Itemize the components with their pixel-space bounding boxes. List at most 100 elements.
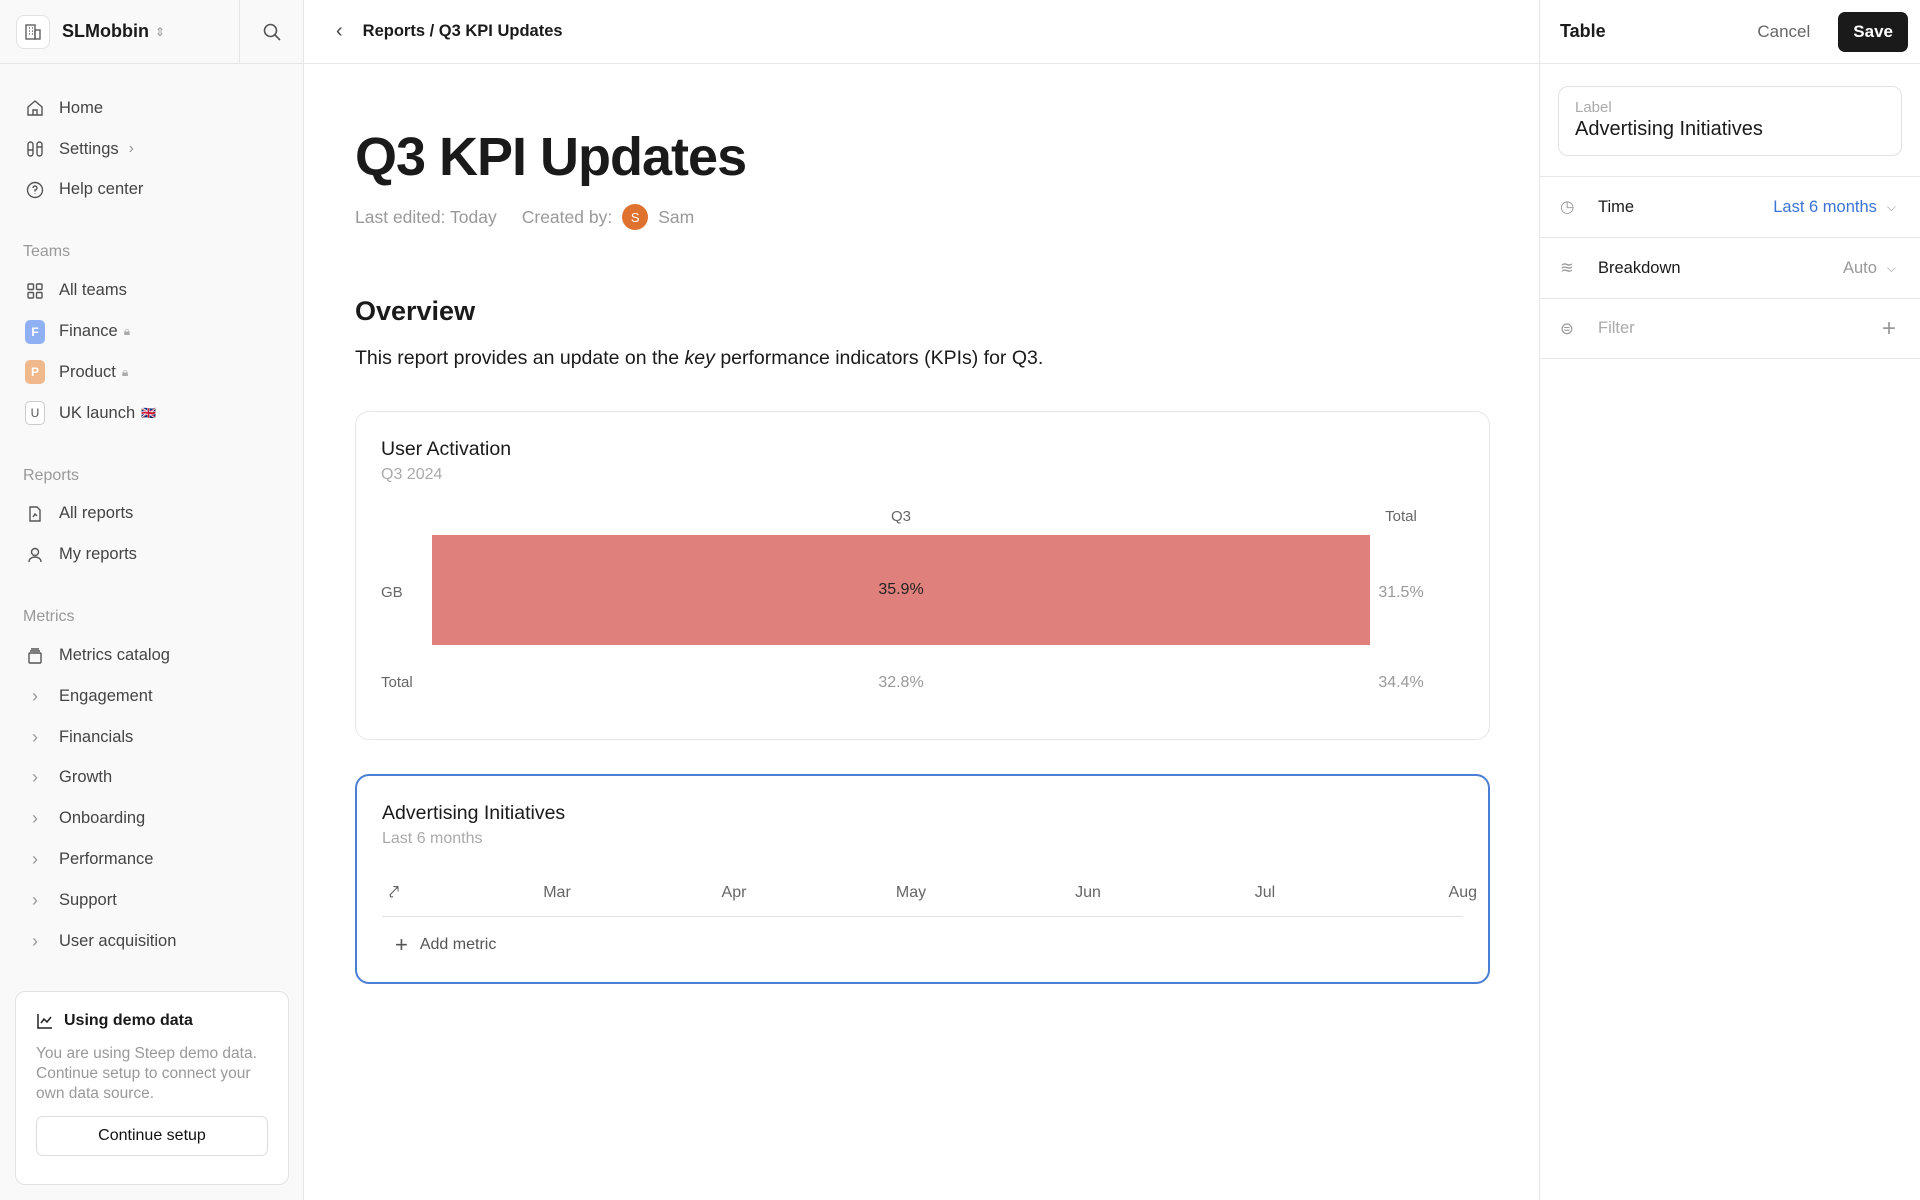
chevron-down-icon: ⌵ xyxy=(1886,199,1896,214)
cell-total-total: 34.4% xyxy=(1378,674,1424,691)
section-heading: Overview xyxy=(355,296,476,326)
chevron-right-icon: › xyxy=(128,140,134,158)
sidebar-item-metric-group[interactable]: › Onboarding xyxy=(0,798,303,839)
breakdown-row[interactable]: ≋ Breakdown Auto ⌵ xyxy=(1540,237,1920,298)
month-column-header: Jun xyxy=(1075,884,1101,901)
cancel-button[interactable]: Cancel xyxy=(1757,21,1811,41)
sidebar-item-settings[interactable]: Settings › xyxy=(0,129,303,170)
month-column-header: Aug xyxy=(1448,884,1477,901)
month-column-header: Mar xyxy=(543,884,571,901)
sidebar-item-metric-group[interactable]: › Financials xyxy=(0,717,303,758)
demo-title: Using demo data xyxy=(64,1012,193,1029)
sidebar-item-product[interactable]: P Product 🔒︎ xyxy=(0,352,303,393)
building-icon xyxy=(16,14,50,49)
avatar: S xyxy=(622,204,649,230)
month-column-header: Jul xyxy=(1254,884,1276,901)
chevron-right-icon: › xyxy=(32,685,38,706)
sidebar-item-label: Home xyxy=(59,98,104,117)
sidebar-item-label: Help center xyxy=(59,180,144,199)
add-filter-icon[interactable]: + xyxy=(1881,314,1896,342)
page-title[interactable]: Q3 KPI Updates xyxy=(355,127,747,187)
sidebar-item-help-center[interactable]: Help center xyxy=(0,170,303,211)
panel-title: Table xyxy=(1560,21,1606,41)
sidebar-item-metric-group[interactable]: › User acquisition xyxy=(0,921,303,962)
sidebar-item-label: Financials xyxy=(59,727,134,746)
sidebar-item-finance[interactable]: F Finance 🔒︎ xyxy=(0,311,303,352)
sidebar-item-label: Support xyxy=(59,890,117,909)
grid-icon xyxy=(25,281,45,301)
teams-heading: Teams xyxy=(23,243,71,261)
report-content: Q3 KPI Updates Last edited: Today Create… xyxy=(355,64,1490,984)
label-field[interactable]: Label Advertising Initiatives xyxy=(1558,86,1902,156)
sidebar-item-all-reports[interactable]: All reports xyxy=(0,494,303,535)
month-column-header: Apr xyxy=(721,884,747,901)
card-subtitle: Last 6 months xyxy=(382,830,483,847)
lock-icon: 🔒︎ xyxy=(123,324,131,339)
sidebar-item-label: My reports xyxy=(59,545,137,564)
chevron-right-icon: › xyxy=(32,808,38,829)
cell-gb-q3[interactable]: 35.9% xyxy=(432,535,1370,645)
uk-flag-icon: 🇬🇧 xyxy=(141,406,157,421)
label-field-value[interactable]: Advertising Initiatives xyxy=(1575,118,1763,140)
sidebar-item-metric-group[interactable]: › Performance xyxy=(0,839,303,880)
sidebar-item-metric-group[interactable]: › Support xyxy=(0,880,303,921)
sidebar-item-label: All teams xyxy=(59,281,127,300)
layers-icon: ≋ xyxy=(1560,259,1574,277)
chart-line-icon xyxy=(37,1014,52,1029)
column-header: Total xyxy=(1385,508,1417,525)
sidebar-item-home[interactable]: Home xyxy=(0,88,303,129)
month-column-header: May xyxy=(895,884,927,901)
continue-setup-button[interactable]: Continue setup xyxy=(36,1116,268,1156)
workspace-name: SLMobbin xyxy=(62,21,149,41)
workspace-switcher[interactable]: SLMobbin ⇕ xyxy=(0,0,303,64)
catalog-icon xyxy=(25,646,45,666)
row-label: GB xyxy=(381,584,403,601)
cell-value: 35.9% xyxy=(878,581,924,598)
sidebar-item-metrics-catalog[interactable]: Metrics catalog xyxy=(0,635,303,676)
sidebar-item-label: UK launch xyxy=(59,403,136,422)
search-icon xyxy=(263,23,281,41)
row-label: Total xyxy=(381,674,413,691)
created-by-label: Created by: xyxy=(521,206,613,227)
metrics-heading: Metrics xyxy=(23,608,75,626)
chevron-right-icon: › xyxy=(32,767,38,788)
home-icon xyxy=(25,98,45,118)
filter-row[interactable]: ⊜ Filter + xyxy=(1540,298,1920,359)
chevron-up-down-icon: ⇕ xyxy=(154,24,166,39)
breadcrumb: Reports / Q3 KPI Updates xyxy=(362,22,563,40)
sidebar-item-metric-group[interactable]: › Engagement xyxy=(0,676,303,717)
back-button[interactable]: ‹ xyxy=(336,20,343,42)
team-badge: U xyxy=(25,401,45,426)
help-icon xyxy=(25,180,45,200)
demo-data-notice: Using demo data You are using Steep demo… xyxy=(15,991,289,1185)
sidebar-item-label: Growth xyxy=(59,768,113,787)
swap-axes-icon[interactable]: ⤤ xyxy=(389,882,400,902)
card-title: Advertising Initiatives xyxy=(382,802,566,824)
column-header: Q3 xyxy=(890,508,911,525)
sidebar-item-all-teams[interactable]: All teams xyxy=(0,270,303,311)
breakdown-select[interactable]: Auto xyxy=(1842,258,1877,277)
time-row[interactable]: ◷ Time Last 6 months ⌵ xyxy=(1540,176,1920,237)
sidebar-item-label: Finance xyxy=(59,322,118,341)
sidebar-item-uk-launch[interactable]: U UK launch 🇬🇧 xyxy=(0,393,303,434)
sidebar-item-metric-group[interactable]: › Growth xyxy=(0,758,303,799)
lock-icon: 🔒︎ xyxy=(121,364,129,379)
report-description: This report provides an update on the ke… xyxy=(355,347,1044,369)
chevron-down-icon: ⌵ xyxy=(1886,260,1896,275)
chevron-right-icon: › xyxy=(32,849,38,870)
sidebar-item-label: Product xyxy=(59,362,116,381)
chevron-right-icon: › xyxy=(32,930,38,951)
time-select[interactable]: Last 6 months xyxy=(1773,197,1877,216)
add-metric-button[interactable]: + Add metric xyxy=(395,932,497,957)
sidebar-item-label: All reports xyxy=(59,504,134,523)
user-activation-card[interactable]: User Activation Q3 2024 Q3 Total GB 35.9… xyxy=(355,411,1490,740)
search-button[interactable] xyxy=(239,0,303,64)
save-button[interactable]: Save xyxy=(1838,11,1908,52)
card-title: User Activation xyxy=(381,438,512,460)
sidebar-item-my-reports[interactable]: My reports xyxy=(0,534,303,575)
plus-icon: + xyxy=(395,932,408,957)
sidebar-item-label: Engagement xyxy=(59,686,153,705)
advertising-initiatives-card[interactable]: Advertising Initiatives Last 6 months ⤤ … xyxy=(355,774,1490,984)
settings-icon xyxy=(25,139,45,159)
sidebar-item-label: Performance xyxy=(59,850,154,869)
